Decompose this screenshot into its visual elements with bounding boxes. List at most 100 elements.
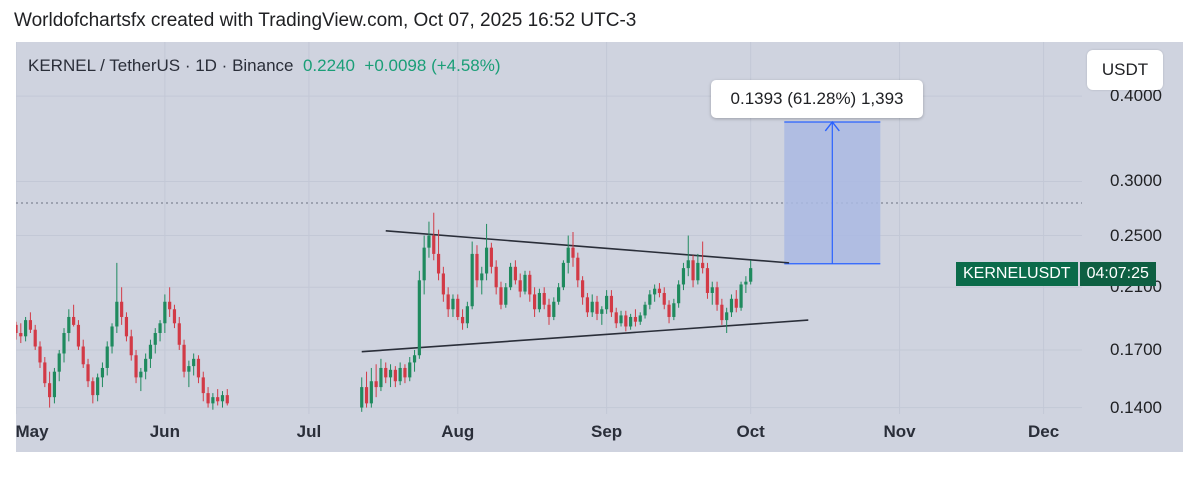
- candle-body: [422, 247, 426, 281]
- candle-body: [364, 387, 369, 404]
- candle-body: [446, 294, 450, 310]
- candle-body: [417, 280, 421, 356]
- candle-body: [484, 247, 489, 274]
- candle-body: [571, 247, 575, 258]
- candle-body: [374, 381, 378, 388]
- candle-body: [187, 366, 191, 372]
- candle-body: [547, 304, 551, 317]
- candle-body: [28, 320, 33, 330]
- trendline-lower: [361, 319, 809, 353]
- candle-body: [504, 287, 508, 305]
- candle-body: [638, 315, 642, 322]
- candle-body: [494, 266, 498, 288]
- measure-label: 0.1393 (61.28%) 1,393: [711, 80, 923, 118]
- candle-body: [566, 247, 570, 263]
- candle-body: [557, 287, 561, 302]
- candle-body: [91, 381, 95, 396]
- candle-body: [691, 260, 695, 281]
- price-axis-label: 0.3000: [1110, 171, 1162, 191]
- candle-body: [686, 260, 690, 269]
- candle-body: [595, 301, 599, 314]
- legend-change: +0.0098 (+4.58%): [364, 56, 501, 75]
- candle-body: [43, 362, 47, 384]
- candle-body: [403, 367, 407, 378]
- price-axis-label: 0.1400: [1110, 397, 1162, 417]
- candle-body: [436, 253, 441, 274]
- candle-body: [110, 326, 114, 347]
- candle-body: [744, 281, 748, 285]
- time-axis-label: Aug: [441, 422, 475, 441]
- candle-body: [139, 371, 143, 378]
- candle-body: [552, 301, 556, 317]
- candle-body: [168, 301, 172, 310]
- price-range-measure: [784, 120, 881, 265]
- candle-body: [677, 284, 681, 304]
- candle-body: [148, 344, 153, 359]
- candle-body: [528, 274, 532, 295]
- candle-body: [172, 309, 177, 324]
- candle-body: [105, 346, 109, 368]
- time-axis-label: Nov: [883, 422, 916, 441]
- candle-body: [470, 253, 474, 307]
- candle-body: [216, 397, 220, 402]
- candle-body: [57, 353, 61, 372]
- price-axis-label: 0.1700: [1110, 339, 1162, 359]
- price-axis[interactable]: 0.1400 0.1700 0.2100 0.2500 0.3000 0.4000: [1098, 42, 1183, 416]
- candle-body: [129, 336, 133, 356]
- trendline-upper: [385, 230, 790, 264]
- candle-body: [379, 367, 383, 388]
- candle-body: [451, 298, 455, 310]
- candle-body: [76, 324, 81, 347]
- candle-body: [513, 266, 517, 281]
- candle-body: [633, 316, 638, 322]
- candle-body: [408, 362, 412, 378]
- candle-body: [81, 346, 85, 365]
- candle-body: [576, 257, 580, 281]
- candle-body: [465, 306, 469, 324]
- candle-body: [508, 266, 513, 288]
- time-axis-label: May: [15, 422, 49, 441]
- candle-body: [67, 316, 71, 334]
- time-axis[interactable]: May Jun Jul Aug Sep Oct Nov Dec: [15, 414, 1183, 452]
- trendlines: [361, 230, 809, 353]
- candle-body: [62, 333, 66, 354]
- candle-body: [225, 395, 229, 404]
- candle-body: [734, 298, 738, 308]
- time-axis-label: Sep: [591, 422, 623, 441]
- candle-body: [124, 316, 129, 337]
- time-axis-label: Oct: [736, 422, 765, 441]
- candle-body: [360, 387, 364, 408]
- legend-last-price: 0.2240: [302, 56, 355, 75]
- candle-body: [220, 395, 225, 402]
- candle-body: [681, 268, 686, 285]
- candle-body: [86, 364, 90, 382]
- candle-body: [489, 247, 493, 267]
- candle-body: [729, 298, 734, 313]
- candle-body: [192, 358, 196, 367]
- candle-body: [532, 294, 537, 310]
- candle-body: [19, 333, 23, 337]
- candle-body: [16, 324, 18, 334]
- chart-frame: KERNEL / TetherUS · 1D · Binance 0.2240 …: [15, 42, 1183, 452]
- candle-body: [456, 298, 460, 317]
- candle-body: [96, 377, 100, 396]
- candle-body: [581, 280, 585, 298]
- candle-body: [614, 312, 618, 324]
- time-axis-label: Jul: [296, 422, 322, 441]
- candle-body: [24, 320, 28, 337]
- legend-symbol: KERNEL / TetherUS · 1D · Binance: [28, 56, 294, 75]
- candle-body: [211, 397, 215, 404]
- candle-body: [609, 295, 614, 313]
- candle-body: [725, 312, 729, 321]
- candle-body: [705, 268, 710, 293]
- measure-arrow-head: [824, 120, 840, 132]
- candle-body: [657, 288, 662, 293]
- currency-unit-button[interactable]: USDT: [1087, 50, 1163, 90]
- candle-body: [710, 287, 714, 293]
- candle-body: [667, 304, 671, 317]
- symbol-legend: KERNEL / TetherUS · 1D · Binance 0.2240 …: [28, 56, 501, 76]
- candle-body: [412, 355, 417, 363]
- candle-body: [158, 323, 162, 334]
- candle-body: [643, 304, 647, 316]
- candle-body: [432, 235, 436, 254]
